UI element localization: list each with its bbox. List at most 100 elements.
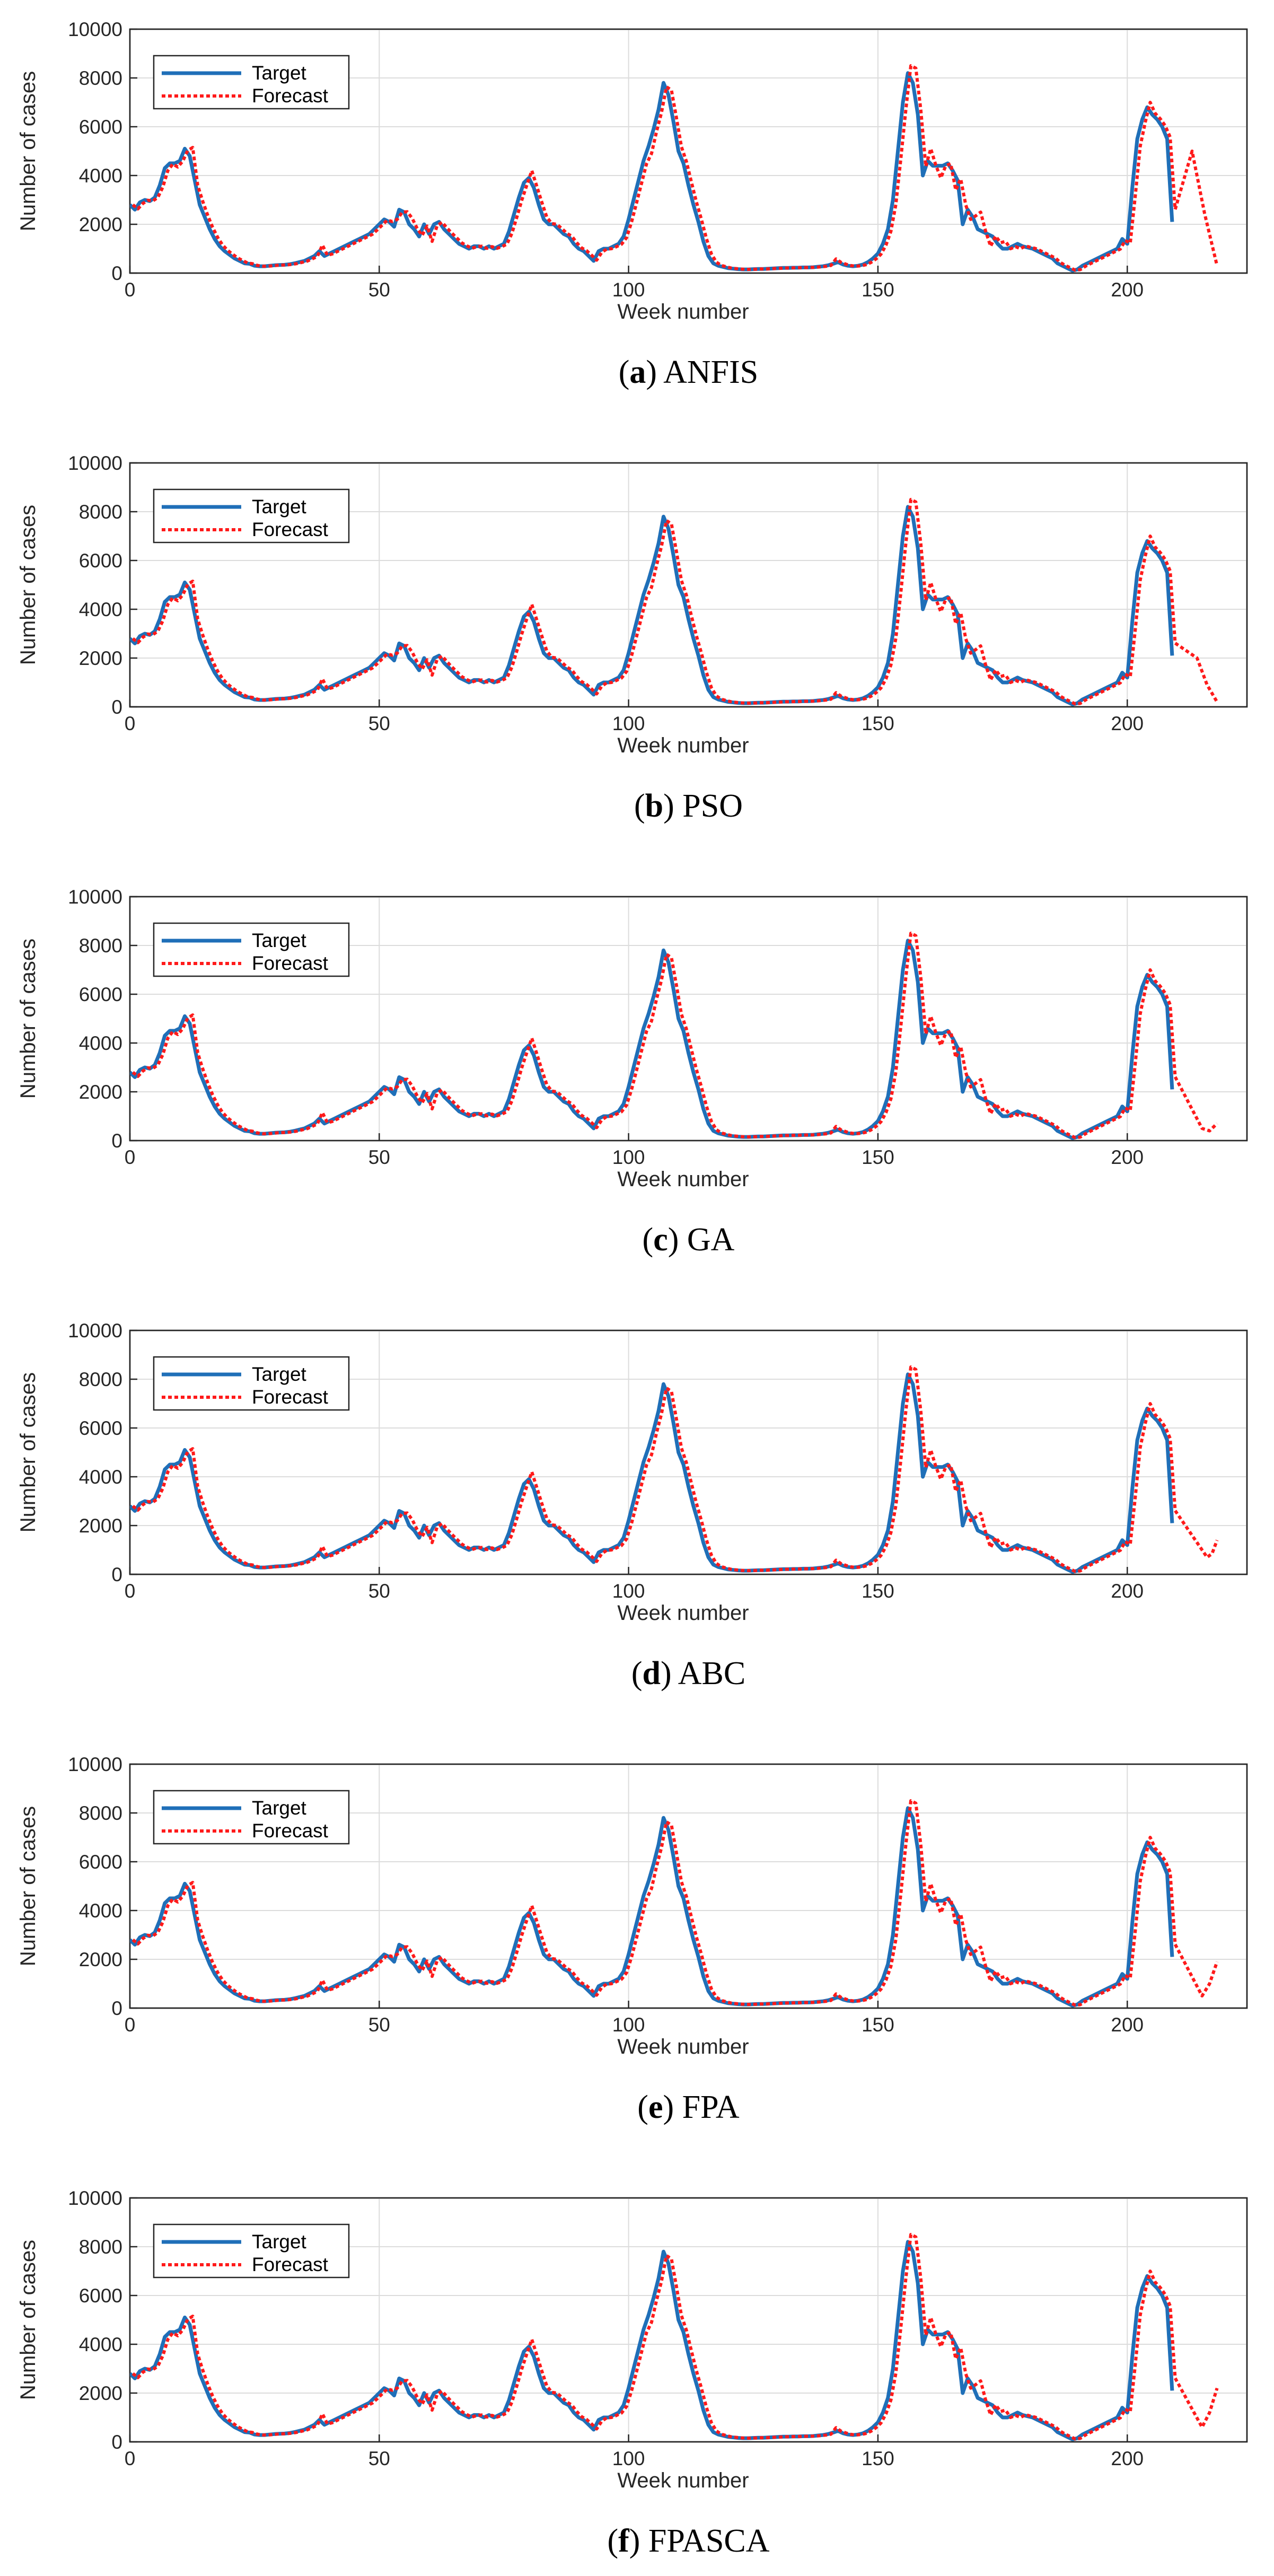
- axes-box: [129, 896, 1248, 1142]
- x-tick-label: 200: [1111, 2014, 1144, 2036]
- x-tick-label: 150: [862, 1580, 894, 1602]
- caption-method: GA: [687, 1222, 735, 1258]
- y-axis-label: Number of cases: [16, 1372, 40, 1532]
- y-axis-label: Number of cases: [16, 505, 40, 665]
- x-axis-label: Week number: [617, 2469, 749, 2492]
- caption-paren-close: ): [629, 2523, 648, 2559]
- x-axis-label: Week number: [617, 300, 749, 323]
- x-tick-label: 0: [125, 1580, 136, 1602]
- y-axis-label: Number of cases: [16, 939, 40, 1099]
- caption-paren-open: (: [643, 1222, 654, 1258]
- legend-label-target: Target: [252, 2231, 307, 2253]
- series-line-target: [130, 1372, 1174, 1574]
- y-axis-label: Number of cases: [16, 71, 40, 231]
- series-line-forecast: [131, 932, 1218, 1140]
- x-axis-label: Week number: [617, 1168, 749, 1191]
- y-tick-label: 4000: [79, 2334, 122, 2355]
- y-tick-label: 10000: [68, 886, 122, 908]
- y-tick-label: 0: [111, 1130, 122, 1152]
- caption-method: ANFIS: [663, 354, 758, 390]
- y-tick-label: 2000: [79, 647, 122, 669]
- x-tick-label: 50: [368, 1146, 390, 1168]
- series-line-target: [130, 71, 1174, 273]
- caption-paren-open: (: [607, 2523, 618, 2559]
- panel-caption: (a) ANFIS: [619, 354, 759, 390]
- legend-label-target: Target: [252, 496, 307, 518]
- panel-caption: (c) GA: [643, 1222, 735, 1258]
- legend-box: [153, 1790, 350, 1845]
- y-tick-label: 10000: [68, 19, 122, 40]
- x-tick-label: 100: [612, 2014, 645, 2036]
- x-tick-label: 200: [1111, 2448, 1144, 2469]
- y-tick-label: 8000: [79, 2236, 122, 2258]
- panel-caption: (f) FPASCA: [607, 2523, 769, 2559]
- legend-box: [153, 1356, 350, 1411]
- y-axis-label: Number of cases: [16, 1806, 40, 1966]
- y-tick-label: 10000: [68, 1320, 122, 1342]
- panel-caption: (d) ABC: [631, 1655, 745, 1692]
- axes-box: [129, 462, 1248, 708]
- caption-letter: c: [653, 1222, 668, 1258]
- x-tick-label: 150: [862, 279, 894, 301]
- axes-box: [129, 1763, 1248, 2009]
- x-tick-label: 50: [368, 1580, 390, 1602]
- y-tick-label: 4000: [79, 1466, 122, 1488]
- x-axis-label: Week number: [617, 1601, 749, 1625]
- y-tick-label: 8000: [79, 1369, 122, 1390]
- x-tick-label: 0: [125, 2014, 136, 2036]
- y-tick-label: 4000: [79, 599, 122, 620]
- legend-label-forecast: Forecast: [252, 519, 329, 540]
- caption-paren-close: ): [668, 1222, 687, 1258]
- caption-paren-open: (: [634, 788, 645, 824]
- y-tick-label: 0: [111, 1564, 122, 1585]
- caption-paren-open: (: [637, 2089, 648, 2125]
- x-tick-label: 150: [862, 1146, 894, 1168]
- y-tick-label: 2000: [79, 2382, 122, 2404]
- caption-paren-close: ): [663, 2089, 682, 2125]
- series-line-forecast: [131, 498, 1219, 706]
- legend-label-forecast: Forecast: [252, 2254, 329, 2275]
- x-tick-label: 200: [1111, 279, 1144, 301]
- panel-caption: (e) FPA: [637, 2089, 740, 2125]
- x-tick-label: 0: [125, 2448, 136, 2469]
- panel-caption: (b) PSO: [634, 788, 743, 824]
- x-tick-label: 100: [612, 279, 645, 301]
- x-axis-label: Week number: [617, 2035, 749, 2058]
- legend-label-forecast: Forecast: [252, 1386, 329, 1408]
- y-tick-label: 8000: [79, 501, 122, 523]
- x-tick-label: 200: [1111, 1580, 1144, 1602]
- legend-label-forecast: Forecast: [252, 952, 329, 974]
- caption-method: FPASCA: [648, 2523, 770, 2559]
- y-tick-label: 4000: [79, 1900, 122, 1922]
- y-tick-label: 4000: [79, 165, 122, 187]
- series-line-forecast: [131, 64, 1219, 272]
- series-line-forecast: [131, 1799, 1219, 2007]
- caption-paren-close: ): [646, 354, 663, 390]
- y-tick-label: 8000: [79, 1802, 122, 1824]
- x-tick-label: 100: [612, 713, 645, 734]
- caption-paren-open: (: [619, 354, 630, 390]
- y-tick-label: 2000: [79, 214, 122, 235]
- legend-box: [153, 2223, 350, 2279]
- x-tick-label: 100: [612, 1580, 645, 1602]
- series-line-target: [130, 2240, 1174, 2441]
- x-tick-label: 200: [1111, 1146, 1144, 1168]
- caption-letter: b: [645, 788, 663, 824]
- x-tick-label: 50: [368, 713, 390, 734]
- y-tick-label: 0: [111, 262, 122, 284]
- axes-box: [129, 28, 1248, 274]
- axes-box: [129, 1329, 1248, 1575]
- legend-label-target: Target: [252, 62, 307, 84]
- y-tick-label: 4000: [79, 1032, 122, 1054]
- caption-letter: f: [618, 2523, 630, 2559]
- x-tick-label: 0: [125, 1146, 136, 1168]
